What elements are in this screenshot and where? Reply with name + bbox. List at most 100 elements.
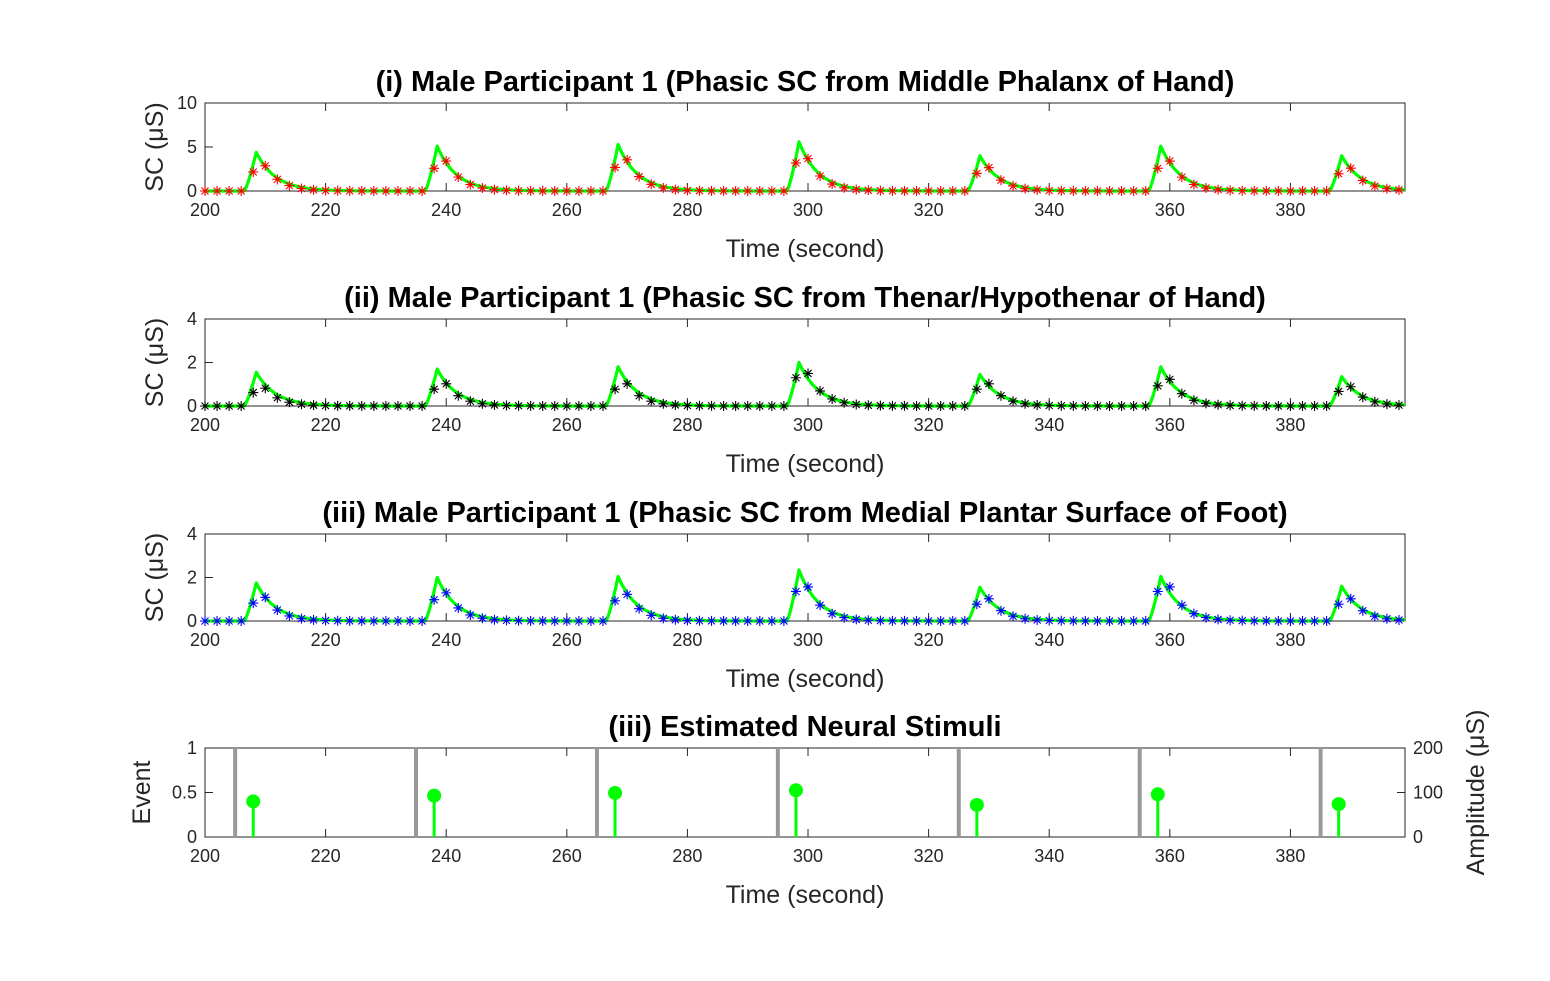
- measured-sample-point: [1188, 608, 1199, 619]
- y-tick-label: 0: [187, 396, 197, 416]
- chart-title: (iii) Male Participant 1 (Phasic SC from…: [322, 497, 1287, 529]
- x-tick-label: 300: [793, 846, 823, 866]
- measured-sample-point: [1369, 611, 1380, 622]
- measured-sample-point: [803, 581, 814, 592]
- measured-sample-point: [742, 615, 753, 626]
- measured-sample-point: [1369, 396, 1380, 407]
- measured-sample-point: [995, 390, 1006, 401]
- measured-sample-point: [1032, 399, 1043, 410]
- measured-sample-point: [1213, 184, 1224, 195]
- measured-sample-point: [622, 589, 633, 600]
- measured-sample-point: [477, 183, 488, 194]
- measured-sample-point: [863, 615, 874, 626]
- y-tick-label: 2: [187, 568, 197, 588]
- measured-sample-point: [320, 185, 331, 196]
- measured-sample-point: [947, 615, 958, 626]
- measured-sample-point: [971, 384, 982, 395]
- measured-sample-point: [212, 186, 223, 196]
- measured-sample-point: [875, 615, 886, 626]
- measured-sample-point: [1044, 400, 1055, 411]
- measured-sample-point: [839, 182, 850, 193]
- measured-sample-point: [1080, 400, 1091, 411]
- measured-sample-point: [585, 185, 596, 196]
- measured-sample-point: [1128, 615, 1139, 626]
- chart-title: (iii) Estimated Neural Stimuli: [608, 711, 1001, 743]
- measured-sample-point: [429, 384, 440, 395]
- x-tick-label: 360: [1155, 846, 1185, 866]
- x-tick-label: 220: [311, 630, 341, 650]
- measured-sample-point: [332, 185, 343, 196]
- measured-sample-point: [1213, 614, 1224, 625]
- measured-sample-point: [1152, 380, 1163, 391]
- measured-sample-point: [839, 612, 850, 623]
- axes-frame: [204, 318, 1406, 407]
- y-tick-label-right: 100: [1413, 783, 1443, 803]
- measured-sample-point: [248, 166, 259, 177]
- measured-sample-point: [465, 396, 476, 407]
- measured-sample-point: [296, 183, 307, 194]
- measured-sample-point: [923, 400, 934, 411]
- measured-sample-point: [585, 400, 596, 411]
- measured-sample-point: [597, 400, 608, 411]
- measured-sample-point: [899, 185, 910, 196]
- y-tick-label: 4: [187, 524, 197, 544]
- measured-sample-point: [1188, 179, 1199, 190]
- measured-sample-point: [441, 156, 452, 167]
- measured-sample-point: [1309, 615, 1320, 626]
- measured-sample-point: [1249, 400, 1260, 411]
- measured-sample-point: [356, 185, 367, 196]
- measured-sample-point: [573, 185, 584, 196]
- measured-sample-point: [706, 615, 717, 626]
- x-tick-label: 340: [1034, 200, 1064, 220]
- measured-sample-point: [260, 160, 271, 171]
- measured-sample-point: [863, 400, 874, 411]
- measured-sample-point: [887, 400, 898, 411]
- x-tick-label: 220: [311, 200, 341, 220]
- measured-sample-point: [200, 186, 210, 196]
- x-tick-label: 200: [190, 846, 220, 866]
- x-tick-label: 320: [914, 630, 944, 650]
- measured-sample-point: [851, 184, 862, 195]
- measured-sample-point: [260, 383, 271, 394]
- measured-sample-point: [1152, 586, 1163, 597]
- measured-sc-markers: [200, 153, 1404, 196]
- measured-sample-point: [1201, 398, 1212, 409]
- y-tick-label: 1: [187, 738, 197, 758]
- measured-sample-point: [718, 615, 729, 626]
- measured-sample-point: [368, 400, 379, 411]
- measured-sample-point: [983, 593, 994, 604]
- measured-sample-point: [1345, 163, 1356, 174]
- measured-sample-point: [1164, 581, 1175, 592]
- measured-sample-point: [1020, 398, 1031, 409]
- measured-sample-point: [1116, 400, 1127, 411]
- fitted-sc-line: [204, 360, 1406, 408]
- measured-sample-point: [1056, 185, 1067, 196]
- measured-sample-point: [1188, 395, 1199, 406]
- measured-sample-point: [1261, 400, 1272, 411]
- measured-sample-point: [646, 396, 657, 407]
- measured-sample-point: [537, 185, 548, 196]
- measured-sample-point: [1213, 399, 1224, 410]
- measured-sample-point: [646, 179, 657, 190]
- measured-sample-point: [1333, 599, 1344, 610]
- measured-sample-point: [561, 615, 572, 626]
- x-axis-label: Time (second): [726, 235, 885, 263]
- x-tick-label: 380: [1275, 846, 1305, 866]
- measured-sample-point: [272, 392, 283, 403]
- measured-sample-point: [1044, 615, 1055, 626]
- measured-sample-point: [1321, 400, 1332, 411]
- measured-sample-point: [537, 615, 548, 626]
- measured-sample-point: [851, 399, 862, 410]
- x-tick-label: 200: [190, 200, 220, 220]
- stimulus-stem-head: [1331, 797, 1346, 812]
- measured-sample-point: [1032, 184, 1043, 195]
- measured-sample-point: [911, 615, 922, 626]
- measured-sample-point: [1285, 615, 1296, 626]
- x-tick-label: 280: [672, 200, 702, 220]
- measured-sample-point: [971, 599, 982, 610]
- measured-sample-point: [706, 185, 717, 196]
- measured-sample-point: [489, 614, 500, 625]
- measured-sample-point: [537, 400, 548, 411]
- measured-sample-point: [634, 171, 645, 182]
- x-tick-label: 340: [1034, 846, 1064, 866]
